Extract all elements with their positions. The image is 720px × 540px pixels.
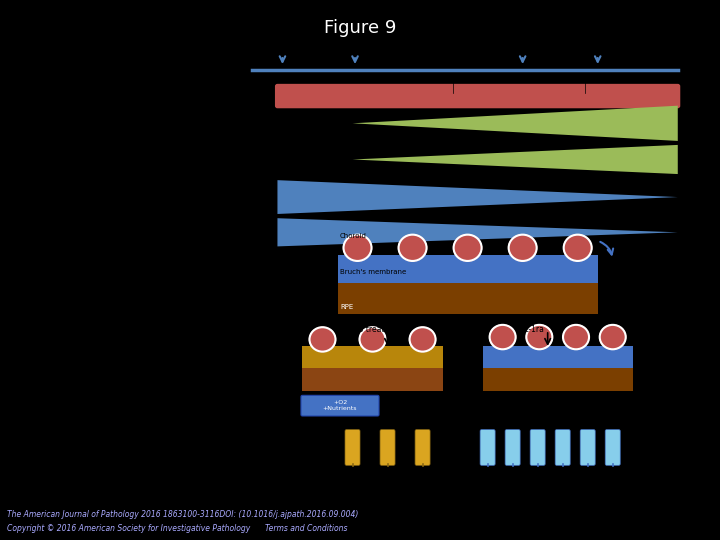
Text: P150: P150 [511,47,534,56]
FancyBboxPatch shape [380,430,395,465]
FancyBboxPatch shape [480,430,495,465]
Text: Adolescence: Adolescence [324,34,386,44]
FancyBboxPatch shape [338,255,598,283]
Text: +O2
+Nutrients: +O2 +Nutrients [323,400,357,411]
Circle shape [600,325,626,349]
Text: The American Journal of Pathology 2016 1863100-3116DOI: (10.1016/j.ajpath.2016.0: The American Journal of Pathology 2016 1… [7,510,359,519]
Text: IL-1ra: IL-1ra [523,326,544,334]
FancyBboxPatch shape [275,84,680,109]
Circle shape [454,235,482,261]
Text: B: B [222,262,234,277]
Text: Terms and Conditions: Terms and Conditions [265,524,348,533]
Text: Choroidal
thinning: Choroidal thinning [217,85,254,105]
FancyBboxPatch shape [301,395,379,416]
Polygon shape [277,218,678,246]
Circle shape [310,327,336,352]
Circle shape [359,327,385,352]
FancyBboxPatch shape [555,430,570,465]
Circle shape [490,325,516,349]
Text: P14: P14 [274,47,291,56]
Text: No treatment: No treatment [353,326,404,334]
FancyBboxPatch shape [338,283,598,314]
Text: Copyright © 2016 American Society for Investigative Pathology: Copyright © 2016 American Society for In… [7,524,253,533]
FancyBboxPatch shape [302,347,443,368]
Text: Late adulthood: Late adulthood [603,34,677,44]
Text: Photoreceptor
population: Photoreceptor population [217,195,271,215]
FancyBboxPatch shape [482,368,633,391]
Text: Pleomorphic
RPE cells: Pleomorphic RPE cells [217,123,265,143]
FancyBboxPatch shape [606,430,620,465]
Circle shape [343,235,372,261]
FancyBboxPatch shape [482,347,633,368]
Text: RPE: RPE [340,304,354,310]
Circle shape [563,325,589,349]
Text: Choroid: Choroid [340,233,367,239]
Circle shape [564,235,592,261]
FancyBboxPatch shape [505,430,520,465]
Text: Bruch's membrane: Bruch's membrane [340,268,406,275]
Text: P60: P60 [346,47,364,56]
Text: CIR/ROP (IL-13): CIR/ROP (IL-13) [431,318,495,327]
Polygon shape [353,106,678,141]
Circle shape [410,327,436,352]
FancyBboxPatch shape [580,430,595,465]
Text: Figure 9: Figure 9 [324,19,396,37]
Text: A: A [222,39,234,54]
Text: Ghost
mitochondria
in RPE cells: Ghost mitochondria in RPE cells [217,152,269,184]
FancyBboxPatch shape [530,430,545,465]
Polygon shape [353,145,678,174]
Polygon shape [277,180,678,214]
Text: Photoreceptor
response: Photoreceptor response [217,231,271,251]
FancyBboxPatch shape [345,430,360,465]
Circle shape [508,235,536,261]
FancyBboxPatch shape [415,430,430,465]
Text: Adulthood: Adulthood [498,34,547,44]
Text: P210: P210 [587,47,609,56]
FancyBboxPatch shape [302,368,443,391]
Circle shape [526,325,552,349]
Circle shape [399,235,426,261]
